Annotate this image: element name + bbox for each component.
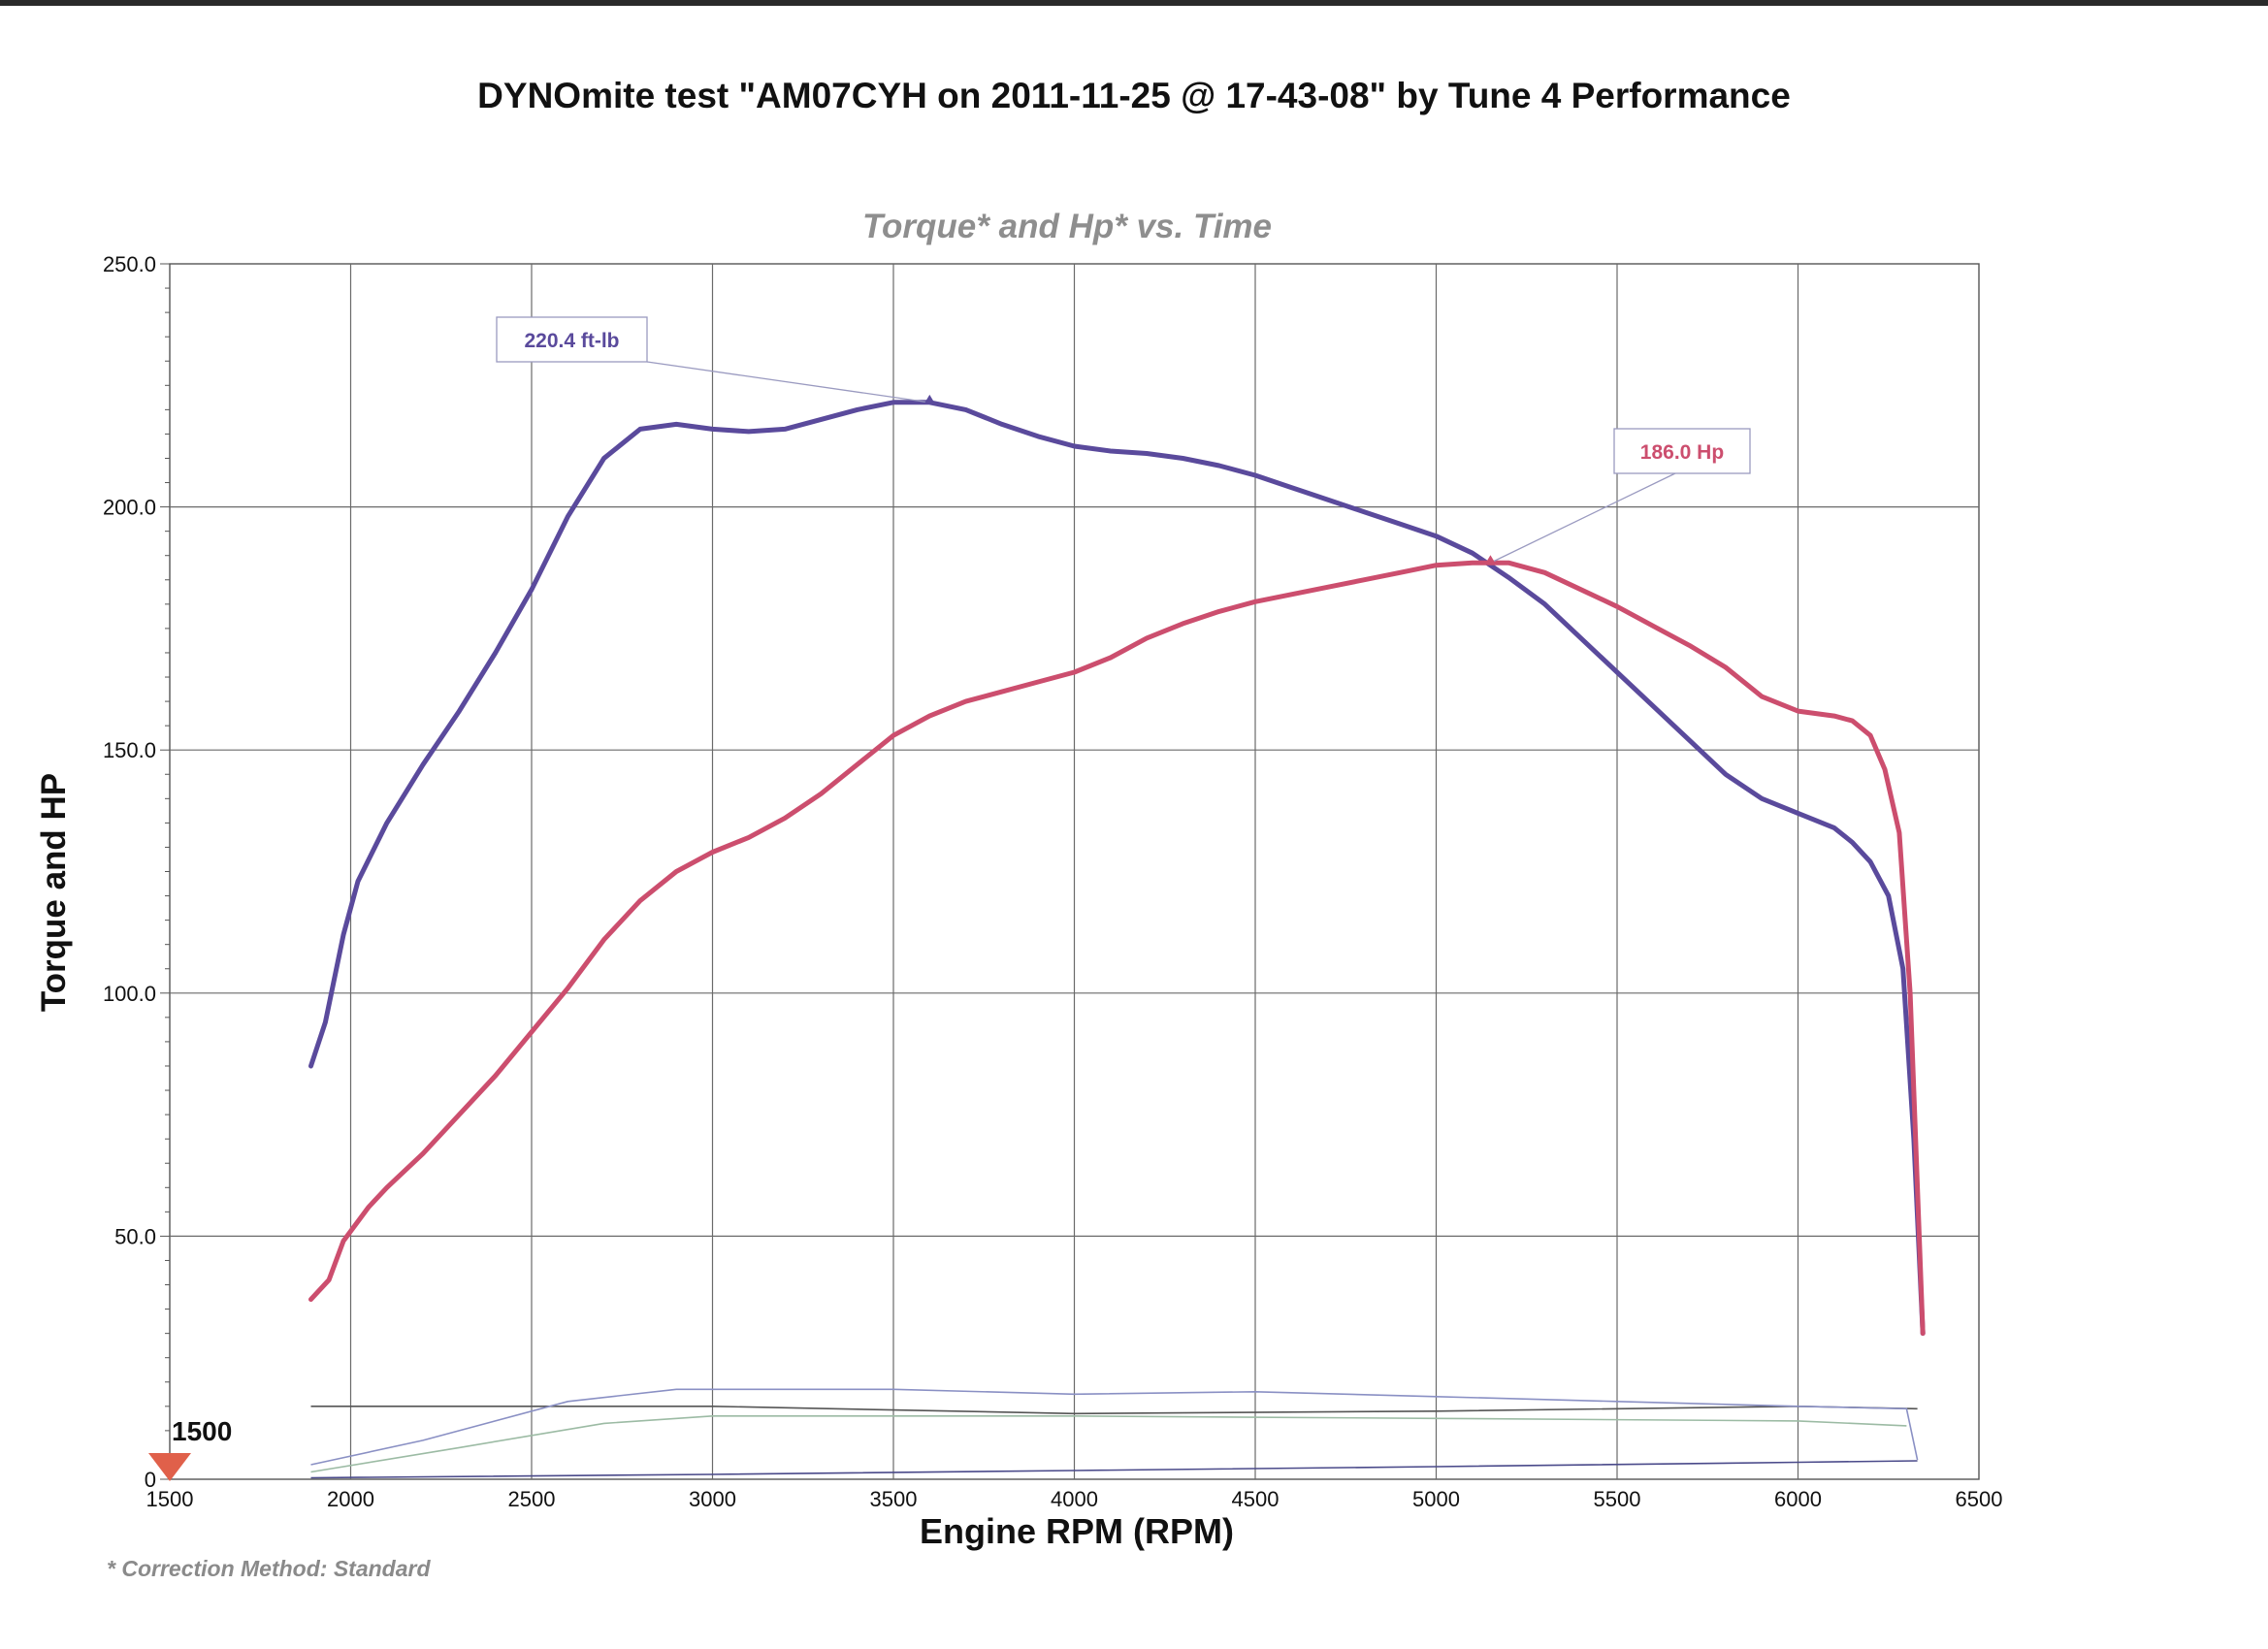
auxiliary-trace xyxy=(310,1388,1919,1466)
auxiliary-trace xyxy=(310,1460,1918,1479)
y-tick-label: 150.0 xyxy=(103,738,156,762)
series-line-torque xyxy=(308,400,1926,1337)
callout-pointer-icon xyxy=(1484,555,1497,566)
callout-label: 220.4 ft-lb xyxy=(524,330,619,352)
main-title: DYNOmite test "AM07CYH on 2011-11-25 @ 1… xyxy=(477,76,1791,115)
start-marker-icon xyxy=(148,1453,191,1481)
callout-pointer-icon xyxy=(923,394,936,404)
y-tick-label: 0 xyxy=(145,1468,156,1492)
y-tick-label: 250.0 xyxy=(103,252,156,276)
callout-leader xyxy=(646,361,930,404)
start-marker-label: 1500 xyxy=(172,1416,232,1446)
x-tick-label: 6500 xyxy=(1956,1487,2003,1511)
x-tick-label: 4000 xyxy=(1051,1487,1098,1511)
x-tick-label: 3000 xyxy=(689,1487,736,1511)
chart-title: Torque* and Hp* vs. Time xyxy=(861,208,1273,245)
scan-top-edge xyxy=(0,0,2268,6)
callout-leader xyxy=(1490,472,1676,564)
x-tick-label: 2500 xyxy=(508,1487,556,1511)
axis-layer: 1500 2000 2500 3000 3500 4000 4500 5000 5500 6000… xyxy=(103,252,2003,1511)
y-tick-label: 200.0 xyxy=(103,496,156,520)
y-tick-label: 50.0 xyxy=(114,1224,156,1248)
auxiliary-trace xyxy=(310,1415,1907,1473)
x-tick-label: 5000 xyxy=(1412,1487,1460,1511)
series-line-hp xyxy=(308,560,1926,1337)
x-axis-title: Engine RPM (RPM) xyxy=(920,1511,1234,1551)
correction-footnote: * Correction Method: Standard xyxy=(107,1556,431,1581)
x-tick-label: 3500 xyxy=(870,1487,918,1511)
callout-label: 186.0 Hp xyxy=(1640,441,1724,464)
series-layer xyxy=(308,400,1926,1337)
callout-box xyxy=(496,316,648,363)
callout-layer: 220.4 ft-lb 186.0 Hp xyxy=(496,316,1751,566)
x-tick-label: 5500 xyxy=(1594,1487,1641,1511)
x-tick-label: 6000 xyxy=(1774,1487,1822,1511)
auxiliary-trace xyxy=(310,1405,1918,1415)
x-tick-label: 1500 xyxy=(146,1487,194,1511)
x-tick-label: 2000 xyxy=(327,1487,374,1511)
auxiliary-traces xyxy=(310,1388,1919,1479)
callout-box xyxy=(1613,428,1751,474)
x-tick-label: 4500 xyxy=(1232,1487,1280,1511)
y-tick-label: 100.0 xyxy=(103,982,156,1006)
